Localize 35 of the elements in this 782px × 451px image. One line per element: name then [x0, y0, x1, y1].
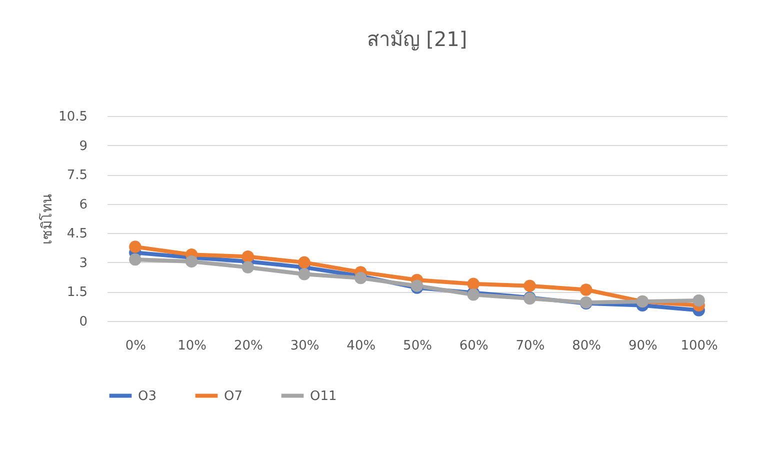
chart-title: สามัญ [21] — [366, 27, 468, 51]
point — [129, 253, 142, 266]
legend-label: O11 — [310, 388, 337, 404]
x-tick-label: 70% — [516, 338, 545, 354]
point — [524, 280, 536, 292]
point — [580, 284, 592, 296]
point — [298, 268, 310, 280]
legend-label: O7 — [224, 388, 243, 404]
legend-label: O3 — [138, 388, 157, 404]
y-tick-label: 9 — [79, 138, 88, 154]
y-axis-title: เซมิโทน — [38, 194, 56, 244]
y-tick-label: 10.5 — [58, 110, 88, 124]
x-tick-label: 30% — [290, 338, 320, 354]
y-tick-label: 1.5 — [66, 285, 88, 300]
x-tick-label: 40% — [346, 338, 376, 354]
point — [298, 256, 310, 269]
x-tick-label: 80% — [572, 338, 602, 354]
x-tick-label: 50% — [403, 338, 432, 354]
x-tick-label: 20% — [234, 338, 263, 354]
x-tick-label: 60% — [459, 338, 488, 354]
y-tick-label: 0 — [79, 314, 88, 330]
point — [129, 240, 142, 253]
point — [467, 278, 480, 290]
point — [185, 255, 198, 268]
x-tick-label: 100% — [680, 338, 718, 354]
x-tick-label: 10% — [178, 338, 206, 354]
point — [242, 261, 254, 274]
y-tick-label: 7.5 — [66, 168, 88, 184]
point — [692, 294, 705, 307]
x-tick-label: 90% — [628, 338, 658, 354]
y-tick-label: 3 — [79, 256, 88, 271]
y-tick-label: 6 — [79, 197, 88, 212]
point — [242, 250, 254, 263]
y-tick-label: 4.5 — [66, 226, 88, 242]
x-tick-label: 0% — [125, 338, 146, 354]
